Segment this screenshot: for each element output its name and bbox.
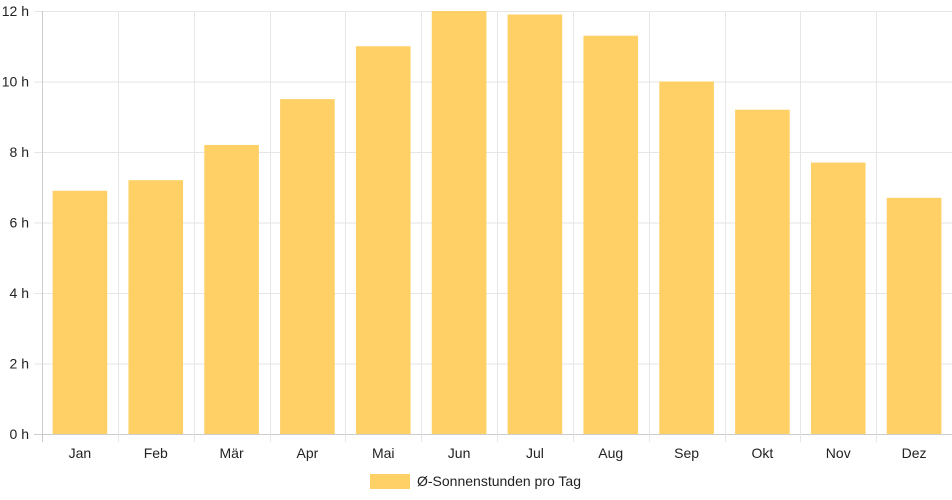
x-tick-label: Jun <box>448 445 471 461</box>
x-tick-label: Aug <box>598 445 623 461</box>
y-tick-label: 2 h <box>10 356 29 372</box>
x-tick-label: Mär <box>220 445 244 461</box>
legend[interactable]: Ø-Sonnenstunden pro Tag <box>370 473 581 489</box>
x-tick-label: Sep <box>674 445 699 461</box>
bar-mai[interactable] <box>355 46 411 434</box>
bar-apr[interactable] <box>280 99 335 434</box>
x-tick-label: Feb <box>144 445 168 461</box>
x-tick-label: Apr <box>297 445 319 461</box>
x-tick-label: Okt <box>752 445 774 461</box>
bar-mär[interactable] <box>204 144 259 434</box>
legend-swatch[interactable] <box>370 474 410 489</box>
bars <box>52 11 942 435</box>
y-tick-label: 6 h <box>10 215 29 231</box>
y-tick-label: 4 h <box>10 285 29 301</box>
x-tick-label: Dez <box>902 445 927 461</box>
y-tick-label: 10 h <box>2 74 29 90</box>
bar-okt[interactable] <box>735 109 790 434</box>
bar-jun[interactable] <box>431 11 487 434</box>
bar-dez[interactable] <box>886 197 942 434</box>
legend-label[interactable]: Ø-Sonnenstunden pro Tag <box>417 473 581 489</box>
y-tick-label: 8 h <box>10 144 29 160</box>
x-tick-label: Nov <box>826 445 851 461</box>
bar-jan[interactable] <box>52 190 108 434</box>
bar-nov[interactable] <box>810 162 866 434</box>
y-tick-label: 0 h <box>10 426 29 442</box>
x-tick-label: Mai <box>372 445 395 461</box>
x-tick-label: Jul <box>526 445 544 461</box>
bar-feb[interactable] <box>128 180 184 434</box>
x-tick-label: Jan <box>69 445 92 461</box>
y-tick-label: 12 h <box>2 3 29 19</box>
axes: 0 h 2 h 4 h 6 h 8 h 10 h 12 h Jan Feb Mär Apr Mai Ju… <box>2 3 927 461</box>
bar-jul[interactable] <box>507 14 563 435</box>
grid-lines <box>34 11 952 442</box>
bar-aug[interactable] <box>583 35 639 435</box>
bar-sep[interactable] <box>659 81 714 435</box>
